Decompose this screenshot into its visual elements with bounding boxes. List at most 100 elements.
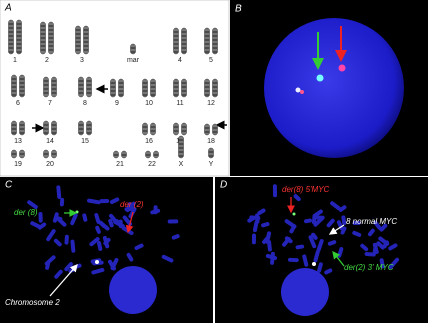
chromosome <box>181 122 187 136</box>
chromosome <box>265 253 278 261</box>
chromosome <box>150 208 161 215</box>
chromosome <box>316 239 324 252</box>
chromosome <box>110 78 116 98</box>
arrow <box>125 211 134 234</box>
chromosome <box>302 254 309 267</box>
chromosome <box>108 259 117 271</box>
chromosome <box>252 220 259 233</box>
chromosome <box>64 234 69 245</box>
chromosome <box>86 76 92 98</box>
signal <box>312 262 316 266</box>
chromosome <box>19 74 25 98</box>
chromosome <box>87 198 101 205</box>
annotation: Chromosome 2 <box>5 298 60 307</box>
annotation: der (8) <box>14 208 38 217</box>
chromosome <box>97 241 103 251</box>
chromosome-label: 14 <box>46 138 54 145</box>
chromosome-label: Y <box>209 161 214 168</box>
chromosome <box>388 243 398 251</box>
chromosome <box>173 78 179 98</box>
chromosome <box>82 213 88 222</box>
chromosome <box>376 241 385 250</box>
chromosome <box>54 269 63 279</box>
arrow <box>332 250 345 267</box>
chromosome-label: 21 <box>116 161 124 168</box>
chromosome-label: 7 <box>48 100 52 107</box>
chromosome <box>51 76 57 98</box>
nucleus <box>281 268 329 316</box>
chromosome-label: 11 <box>176 100 183 107</box>
chromosome <box>99 198 110 204</box>
chromosome <box>102 235 110 249</box>
chromosome <box>327 240 337 246</box>
signal <box>300 90 304 94</box>
chromosome <box>212 78 218 98</box>
panel-label: B <box>235 4 242 15</box>
chromosome <box>161 254 174 263</box>
chromosome <box>89 237 100 247</box>
panel-label: C <box>5 180 13 191</box>
chromosome <box>118 78 124 98</box>
chromosome <box>134 243 144 250</box>
metaphase <box>27 185 180 279</box>
annotation: der (2) <box>120 200 144 209</box>
chromosome <box>311 232 318 240</box>
chromosome <box>379 258 385 269</box>
chromosome <box>249 215 261 221</box>
chromosome <box>70 239 76 253</box>
chromosome <box>91 267 105 275</box>
panel-label: D <box>220 180 227 191</box>
chromosome <box>336 220 344 231</box>
chromosome <box>181 78 187 98</box>
metaphase <box>247 184 400 275</box>
chromosome <box>45 261 51 270</box>
signal <box>295 87 301 93</box>
chromosome <box>37 222 47 230</box>
signal <box>338 64 346 72</box>
chromosome <box>265 231 272 244</box>
chromosome-label: 18 <box>207 138 215 145</box>
chromosome-label: 9 <box>115 100 119 107</box>
chromosome <box>142 122 148 136</box>
chromosome <box>142 78 148 98</box>
chromosome-label: 1 <box>13 57 17 64</box>
panel-a: A 123mar45678910111213141516171819202122… <box>0 0 230 177</box>
chromosome <box>372 242 379 254</box>
arrow <box>49 264 78 297</box>
chromosome <box>379 223 388 232</box>
chromosome <box>150 122 156 136</box>
chromosome-label: 19 <box>14 161 22 168</box>
chromosome-label: 2 <box>45 57 49 64</box>
chromosome <box>78 76 84 98</box>
chromosome <box>340 226 347 235</box>
chromosome-label: 20 <box>46 161 54 168</box>
chromosome <box>171 234 180 240</box>
chromosome <box>317 262 323 273</box>
chromosome <box>118 219 123 229</box>
chromosome <box>83 25 89 55</box>
chromosome <box>46 229 56 242</box>
chromosome <box>54 215 63 222</box>
chromosome <box>360 243 369 252</box>
panel-c: C der (8) der (2) Chromosome 2 <box>0 177 213 323</box>
chromosome <box>95 225 101 234</box>
panel-label: A <box>4 3 12 14</box>
chromosome <box>284 219 297 229</box>
chromosome <box>167 219 179 224</box>
chromosome <box>373 220 382 230</box>
chromosome <box>352 221 361 226</box>
chromosome-label: 6 <box>16 100 20 107</box>
chromosome <box>212 123 218 136</box>
chromosome <box>8 19 14 55</box>
signal <box>95 260 99 264</box>
chromosome <box>125 202 132 213</box>
chromosome-label: 5 <box>209 57 213 64</box>
signal <box>316 74 324 82</box>
chromosome-label: 4 <box>178 57 182 64</box>
chromosome-label: mar <box>127 57 140 64</box>
chromosome <box>94 213 101 224</box>
chromosome <box>56 185 62 199</box>
annotation: 8 normal MYC <box>346 217 397 226</box>
chromosome <box>75 25 81 55</box>
